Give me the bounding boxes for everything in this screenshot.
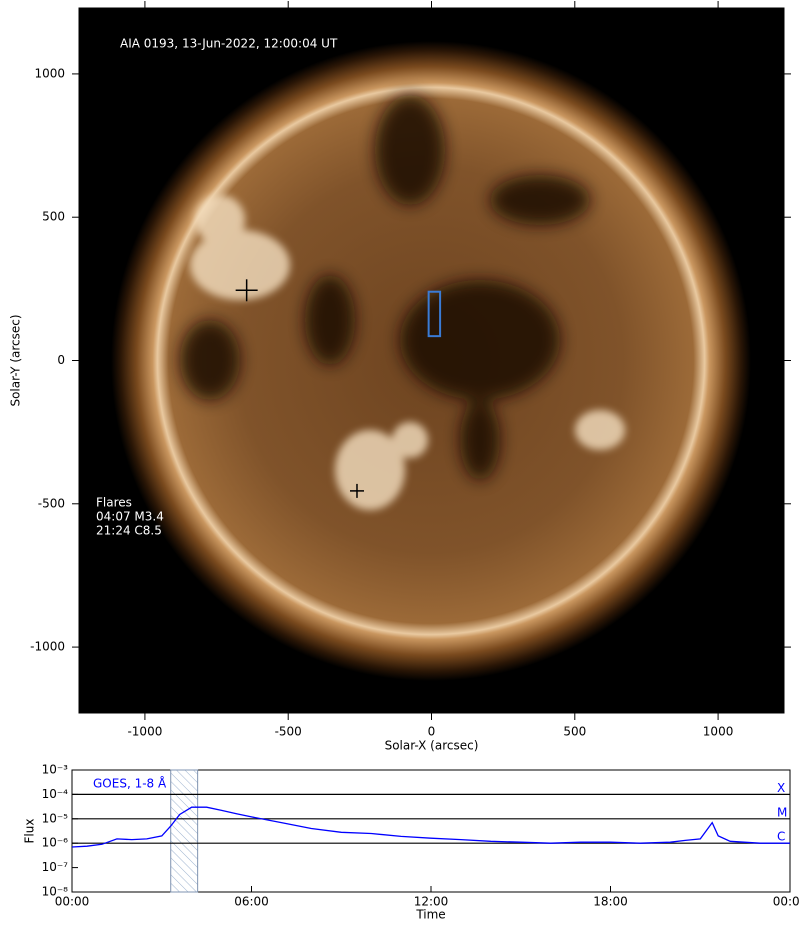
- flare-annotation: 21:24 C8.5: [96, 524, 162, 538]
- flare-annotation: 04:07 M3.4: [96, 510, 164, 524]
- class-label: M: [777, 805, 787, 819]
- y-axis-label: Flux: [23, 819, 37, 844]
- x-tick-label: 1000: [703, 725, 734, 739]
- y-tick-label: 500: [42, 210, 65, 224]
- flux-line: [71, 806, 790, 848]
- class-label: C: [777, 830, 785, 844]
- y-tick-label: 10⁻⁴: [42, 787, 69, 801]
- flare-marker: [349, 483, 364, 498]
- x-tick-label: -1000: [127, 725, 162, 739]
- y-tick-label: 10⁻⁸: [42, 885, 69, 899]
- class-label: X: [777, 781, 785, 795]
- x-tick-label: 00:00: [773, 895, 799, 909]
- flare-window: [170, 769, 199, 893]
- x-axis-label: Time: [415, 908, 445, 922]
- y-tick-label: -1000: [30, 640, 65, 654]
- x-tick-label: -500: [275, 725, 302, 739]
- image-title: AIA 0193, 13-Jun-2022, 12:00:04 UT: [120, 37, 338, 51]
- x-tick-label: 500: [563, 725, 586, 739]
- region-box: [427, 290, 442, 338]
- x-tick-label: 00:00: [55, 895, 90, 909]
- y-tick-label: -500: [38, 496, 65, 510]
- flare-marker: [235, 279, 258, 302]
- x-tick-label: 18:00: [593, 895, 628, 909]
- y-tick-label: 10⁻⁵: [42, 811, 69, 825]
- sun-image: [111, 41, 751, 681]
- x-axis-label: Solar-X (arcsec): [385, 739, 479, 753]
- legend-label: GOES, 1-8 Å: [93, 776, 167, 791]
- y-tick-label: 0: [57, 353, 65, 367]
- y-tick-label: 10⁻⁶: [42, 836, 69, 850]
- y-tick-label: 10⁻³: [42, 763, 69, 777]
- y-tick-label: 1000: [34, 66, 65, 80]
- y-axis-label: Solar-Y (arcsec): [9, 314, 23, 406]
- flare-annotation: Flares: [96, 496, 132, 510]
- x-tick-label: 12:00: [414, 895, 449, 909]
- x-tick-label: 06:00: [234, 895, 269, 909]
- x-tick-label: 0: [428, 725, 436, 739]
- y-tick-label: 10⁻⁷: [42, 860, 69, 874]
